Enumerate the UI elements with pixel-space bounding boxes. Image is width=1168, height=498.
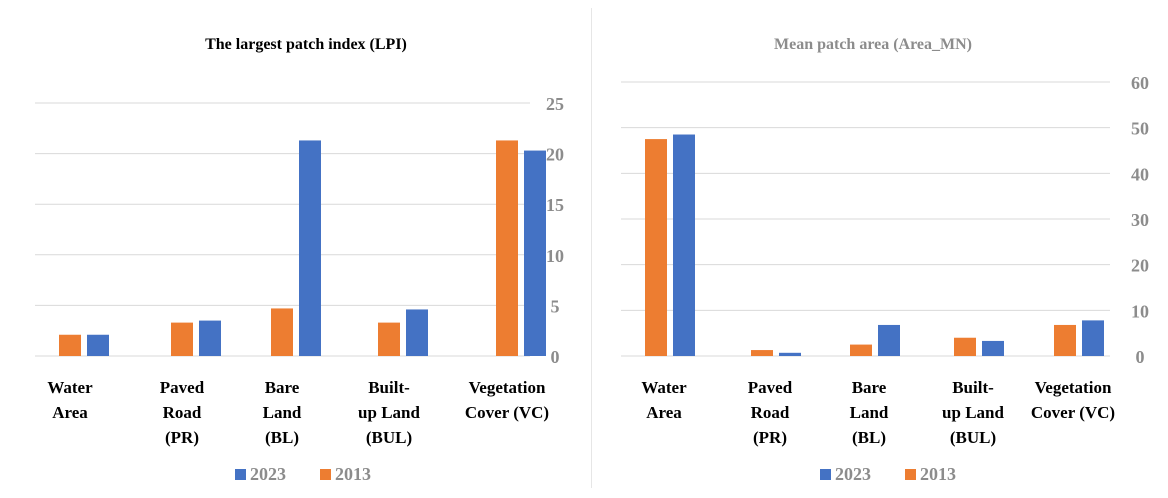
chart-title-1: Mean patch area (Area_MN) <box>774 36 972 53</box>
legend-swatch-0-0 <box>235 469 246 480</box>
bar-2023-1-2 <box>878 324 900 356</box>
legend-swatch-1-1 <box>905 469 916 480</box>
bar-2023-1-4 <box>1082 320 1104 356</box>
bar-2013-0-1 <box>171 322 193 356</box>
category-label-1-1-2: (PR) <box>753 428 787 447</box>
category-label-0-4-1: Cover (VC) <box>465 403 549 422</box>
category-label-1-2-2: (BL) <box>852 428 886 447</box>
legend-swatch-1-0 <box>820 469 831 480</box>
category-label-1-4-1: Cover (VC) <box>1031 403 1115 422</box>
y-tick-label-1-6: 60 <box>1131 73 1149 93</box>
y-tick-label-0-4: 20 <box>546 145 564 165</box>
bar-2023-1-0 <box>673 134 695 356</box>
bar-2023-0-0 <box>87 334 109 356</box>
bar-2013-0-4 <box>496 140 518 356</box>
bar-2023-0-1 <box>199 320 221 356</box>
category-label-1-1-0: Paved <box>748 378 793 397</box>
bar-2013-1-3 <box>954 337 976 356</box>
bar-2013-1-1 <box>751 350 773 356</box>
category-label-0-4-0: Vegetation <box>469 378 546 397</box>
y-tick-label-1-1: 10 <box>1131 301 1149 321</box>
y-tick-label-0-2: 10 <box>546 246 564 266</box>
y-tick-label-0-3: 15 <box>546 195 564 215</box>
y-tick-label-1-5: 50 <box>1131 119 1149 139</box>
y-tick-label-1-0: 0 <box>1136 347 1145 367</box>
category-label-0-1-0: Paved <box>160 378 205 397</box>
bar-2013-0-3 <box>378 322 400 356</box>
y-tick-label-0-0: 0 <box>551 347 560 367</box>
legend-label-1-0: 2023 <box>835 464 871 484</box>
category-label-1-3-2: (BUL) <box>950 428 996 447</box>
category-label-0-2-2: (BL) <box>265 428 299 447</box>
bar-2023-1-1 <box>779 352 801 356</box>
category-label-1-0-0: Water <box>641 378 687 397</box>
category-label-1-2-1: Land <box>850 403 889 422</box>
chart-title-0: The largest patch index (LPI) <box>205 36 407 53</box>
category-label-1-4-0: Vegetation <box>1035 378 1112 397</box>
y-tick-label-1-2: 20 <box>1131 256 1149 276</box>
category-label-0-3-1: up Land <box>358 403 420 422</box>
y-tick-label-1-4: 40 <box>1131 164 1149 184</box>
legend-swatch-0-1 <box>320 469 331 480</box>
bar-2013-0-0 <box>59 334 81 356</box>
bar-2023-0-3 <box>406 309 428 356</box>
category-label-1-3-1: up Land <box>942 403 1004 422</box>
bar-2013-1-0 <box>645 139 667 356</box>
legend-label-0-1: 2013 <box>335 464 371 484</box>
legend-label-1-1: 2013 <box>920 464 956 484</box>
category-label-0-1-1: Road <box>163 403 202 422</box>
bar-2013-1-4 <box>1054 324 1076 356</box>
category-label-1-3-0: Built- <box>952 378 994 397</box>
y-tick-label-1-3: 30 <box>1131 210 1149 230</box>
bar-2013-0-2 <box>271 308 293 356</box>
category-label-0-1-2: (PR) <box>165 428 199 447</box>
panel-divider <box>591 8 592 488</box>
category-label-0-0-1: Area <box>52 403 88 422</box>
y-tick-label-0-1: 5 <box>551 296 560 316</box>
legend-label-0-0: 2023 <box>250 464 286 484</box>
category-label-0-2-1: Land <box>263 403 302 422</box>
category-label-0-3-2: (BUL) <box>366 428 412 447</box>
bar-2023-0-2 <box>299 140 321 356</box>
y-tick-label-0-5: 25 <box>546 94 564 114</box>
bar-2013-1-2 <box>850 344 872 356</box>
category-label-1-1-1: Road <box>751 403 790 422</box>
bar-2023-0-4 <box>524 150 546 356</box>
bar-2023-1-3 <box>982 340 1004 356</box>
category-label-1-2-0: Bare <box>852 378 887 397</box>
category-label-0-0-0: Water <box>47 378 93 397</box>
category-label-0-2-0: Bare <box>265 378 300 397</box>
category-label-0-3-0: Built- <box>368 378 410 397</box>
category-label-1-0-1: Area <box>646 403 682 422</box>
